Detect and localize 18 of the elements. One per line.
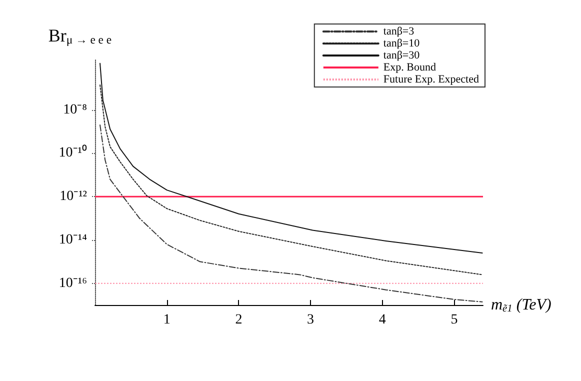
x-tick-label: 5 <box>450 312 458 328</box>
line-series <box>100 62 483 254</box>
x-tick-label: 2 <box>235 312 242 328</box>
x-tick-label: 4 <box>378 312 386 328</box>
y-tick-label: 10⁻¹⁴ <box>58 232 88 248</box>
x-tick-label: 3 <box>307 312 314 328</box>
legend-label: tanβ=30 <box>383 50 420 62</box>
legend-label: Exp. Bound <box>383 62 436 74</box>
y-tick-label: 10⁻¹⁰ <box>58 144 87 161</box>
y-tick-label: 10⁻¹² <box>60 189 87 204</box>
x-tick-label: 1 <box>163 312 170 328</box>
y-tick-label: 10⁻¹⁶ <box>58 276 88 291</box>
line-series <box>100 124 483 302</box>
legend-label: tanβ=3 <box>383 26 415 38</box>
line-series <box>100 84 483 276</box>
y-tick-label: 10⁻⁸ <box>63 102 88 118</box>
legend-label: Future Exp. Expected <box>383 74 480 86</box>
legend-label: tanβ=10 <box>383 38 420 50</box>
